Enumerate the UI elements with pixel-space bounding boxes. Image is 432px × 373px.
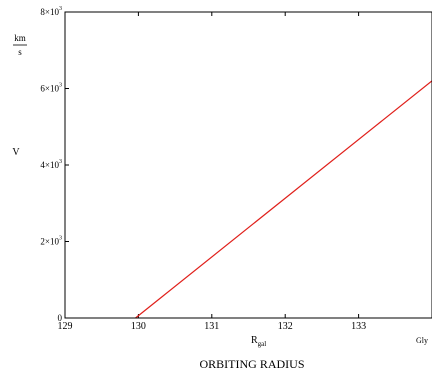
x-tick-label: 131 xyxy=(204,321,219,332)
y-axis-label: V xyxy=(12,147,20,158)
x-tick-labels: 129 130 131 132 133 xyxy=(58,321,367,332)
y-tick-labels: 0 2×103 4×103 6×103 8×103 xyxy=(40,6,62,323)
x-axis-variable-sub: gal xyxy=(258,340,267,348)
y-tick-label: 6×103 xyxy=(40,83,62,94)
x-tick-label: 132 xyxy=(278,321,293,332)
y-tick-label: 0 xyxy=(58,313,63,323)
x-axis-unit: Gly xyxy=(416,336,428,345)
x-tick-label: 129 xyxy=(58,321,73,332)
x-axis-title: ORBITING RADIUS xyxy=(200,357,305,371)
y-unit-denominator: s xyxy=(18,47,22,57)
x-tick-label: 133 xyxy=(351,321,366,332)
axis-ticks xyxy=(64,11,360,319)
series-line xyxy=(135,80,432,319)
x-axis-variable-main: R xyxy=(251,335,258,346)
y-tick-label: 4×103 xyxy=(40,159,62,170)
plot-frame xyxy=(64,11,432,319)
x-tick-label: 130 xyxy=(131,321,146,332)
y-unit-numerator: km xyxy=(14,33,26,43)
x-axis-variable-label: Rgal xyxy=(251,335,266,348)
y-tick-label: 2×103 xyxy=(40,236,62,247)
series-group xyxy=(135,80,432,319)
y-tick-label: 8×103 xyxy=(40,6,62,17)
